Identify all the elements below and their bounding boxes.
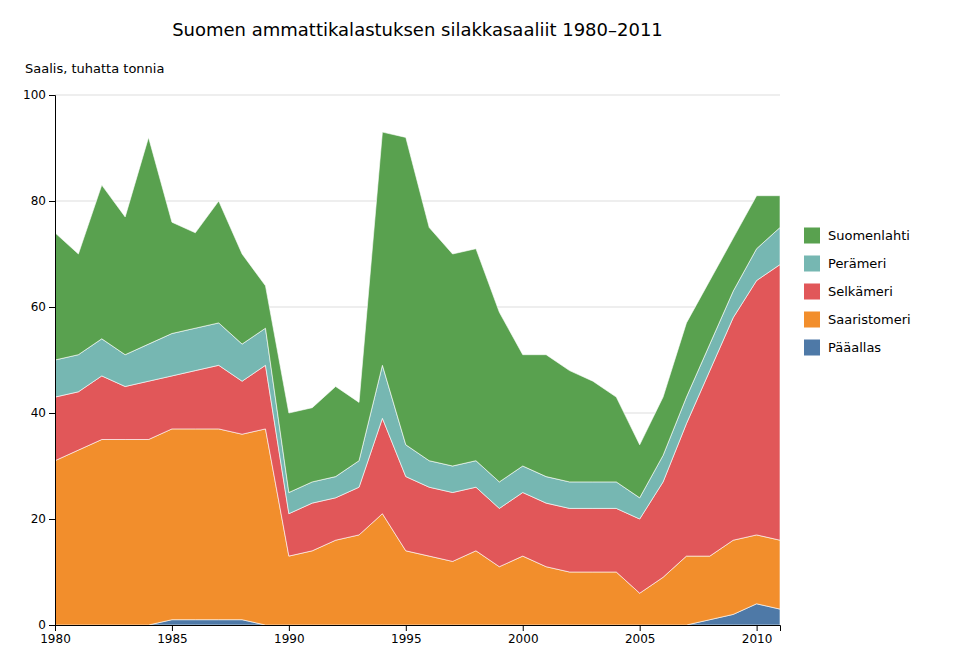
y-tick: 60	[31, 300, 55, 314]
x-tick: 2005	[625, 625, 656, 646]
legend: Suomenlahti Perämeri Selkämeri Saaristomeri…	[804, 228, 911, 356]
grid-line	[55, 95, 780, 96]
legend-label: Perämeri	[828, 256, 886, 271]
x-tick-mark	[640, 625, 641, 631]
legend-label: Saaristomeri	[828, 312, 911, 327]
legend-item: Suomenlahti	[804, 228, 910, 244]
legend-item: Pääallas	[804, 340, 881, 356]
x-tick: 1985	[157, 625, 188, 646]
y-tick-mark	[49, 413, 55, 414]
x-tick-label: 1990	[274, 632, 305, 646]
y-tick-label: 0	[38, 618, 46, 632]
x-tick-mark	[523, 625, 524, 631]
chart: 1980 1985 1990 1995 2000 2005 2010 0 20 40 60 80 100…	[0, 0, 960, 670]
x-axis-line	[56, 626, 781, 632]
y-axis-title: Saalis, tuhatta tonnia	[25, 61, 164, 76]
x-tick: 1990	[274, 625, 305, 646]
y-tick: 40	[31, 406, 55, 420]
grid	[55, 95, 780, 625]
x-tick-mark	[172, 625, 173, 631]
y-tick-mark	[49, 625, 55, 626]
x-tick-label: 1985	[157, 632, 188, 646]
x-tick-label: 2005	[625, 632, 656, 646]
legend-label: Suomenlahti	[828, 228, 910, 243]
x-tick-mark	[406, 625, 407, 631]
y-tick: 0	[38, 618, 55, 632]
y-tick-label: 60	[31, 300, 46, 314]
y-tick: 80	[31, 194, 55, 208]
areas	[55, 132, 780, 625]
y-tick-label: 20	[31, 512, 46, 526]
x-tick: 1995	[391, 625, 422, 646]
plot: 1980 1985 1990 1995 2000 2005 2010 0 20 40 60 80 100	[23, 88, 780, 645]
area	[55, 132, 780, 498]
legend-swatch	[804, 228, 820, 244]
legend-swatch	[804, 284, 820, 300]
x-tick: 2000	[508, 625, 539, 646]
x-tick-label: 1995	[391, 632, 422, 646]
legend-label: Selkämeri	[828, 284, 893, 299]
x-tick-label: 1980	[40, 632, 71, 646]
y-axis: 0 20 40 60 80 100	[23, 88, 55, 632]
y-tick-label: 100	[23, 88, 46, 102]
y-tick: 100	[23, 88, 55, 102]
legend-item: Selkämeri	[804, 284, 893, 300]
legend-swatch	[804, 256, 820, 272]
y-tick-mark	[49, 519, 55, 520]
x-tick-mark	[289, 625, 290, 631]
x-tick: 2010	[742, 625, 773, 646]
y-tick-mark	[49, 201, 55, 202]
y-tick-mark	[49, 307, 55, 308]
legend-swatch	[804, 340, 820, 356]
legend-item: Saaristomeri	[804, 312, 911, 328]
y-tick-label: 40	[31, 406, 46, 420]
x-tick-mark	[757, 625, 758, 631]
x-tick-label: 2010	[742, 632, 773, 646]
y-axis-line	[49, 96, 56, 626]
title: Suomen ammattikalastuksen silakkasaaliit…	[172, 19, 663, 40]
legend-item: Perämeri	[804, 256, 886, 272]
x-axis: 1980 1985 1990 1995 2000 2005 2010	[40, 625, 780, 646]
legend-label: Pääallas	[828, 340, 881, 355]
y-tick-label: 80	[31, 194, 46, 208]
x-tick-label: 2000	[508, 632, 539, 646]
y-tick-mark	[49, 95, 55, 96]
legend-swatch	[804, 312, 820, 328]
y-tick: 20	[31, 512, 55, 526]
